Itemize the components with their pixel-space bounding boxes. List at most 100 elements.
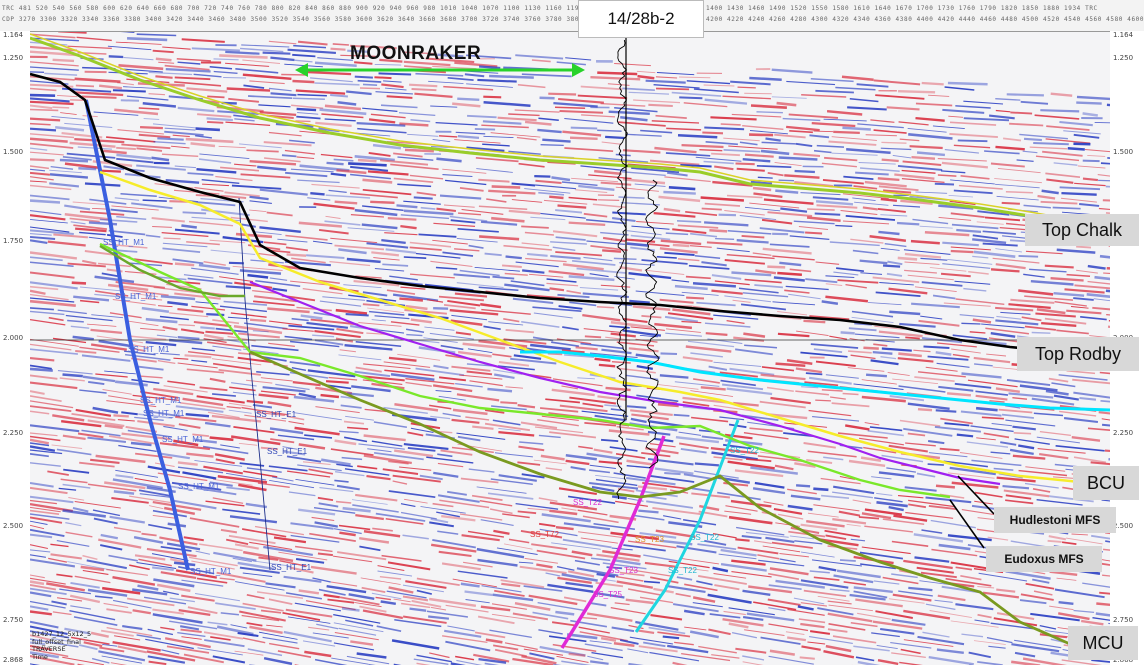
- seismic-reflector: [761, 141, 796, 145]
- seismic-reflector: [249, 541, 293, 551]
- seismic-reflector: [904, 252, 942, 259]
- seismic-reflector: [351, 385, 391, 393]
- seismic-reflector: [995, 145, 1025, 151]
- seismic-reflector: [749, 427, 783, 433]
- seismic-reflector: [1037, 194, 1056, 200]
- seismic-reflector: [30, 104, 53, 110]
- seismic-reflector: [264, 157, 301, 163]
- seismic-reflector: [950, 249, 974, 254]
- seismic-reflector: [199, 543, 243, 552]
- seismic-reflector: [812, 416, 860, 422]
- seismic-reflector: [1039, 453, 1069, 460]
- seismic-reflector: [94, 275, 135, 284]
- seismic-reflector: [162, 247, 201, 253]
- seismic-reflector: [374, 76, 392, 80]
- seismic-reflector: [263, 656, 293, 665]
- seismic-reflector: [62, 509, 106, 518]
- seismic-reflector: [698, 645, 737, 654]
- seismic-reflector: [259, 226, 301, 233]
- seismic-reflector: [891, 618, 926, 626]
- seismic-reflector: [579, 287, 619, 291]
- seismic-reflector: [859, 551, 904, 560]
- seismic-reflector: [974, 363, 993, 367]
- seismic-reflector: [549, 195, 564, 200]
- seismic-reflector: [687, 340, 735, 348]
- seismic-reflector: [159, 442, 211, 451]
- seismic-reflector: [1044, 264, 1074, 269]
- seismic-reflector: [416, 577, 460, 586]
- seismic-reflector: [518, 445, 545, 452]
- seismic-reflector: [480, 605, 511, 612]
- seismic-reflector: [30, 438, 50, 445]
- seismic-reflector: [442, 412, 461, 418]
- seismic-reflector: [767, 265, 786, 269]
- seismic-reflector: [788, 293, 821, 300]
- seismic-reflector: [519, 565, 567, 574]
- seismic-reflector: [995, 109, 1011, 113]
- seismic-reflector: [720, 379, 756, 387]
- seismic-reflector: [995, 98, 1021, 101]
- moonraker-arrowhead-right: [572, 63, 585, 77]
- seismic-reflector: [679, 96, 703, 100]
- seismic-reflector: [963, 287, 987, 292]
- seismic-reflector: [920, 257, 948, 261]
- seismic-reflector: [877, 659, 899, 665]
- seismic-reflector: [195, 487, 237, 496]
- seismic-reflector: [181, 636, 202, 640]
- seismic-reflector: [508, 150, 541, 155]
- seismic-reflector: [772, 255, 815, 261]
- seismic-reflector: [152, 509, 187, 518]
- seismic-reflector: [609, 446, 638, 452]
- seismic-reflector: [955, 105, 991, 109]
- seismic-reflector: [405, 328, 425, 334]
- seismic-reflector: [30, 158, 55, 162]
- seismic-reflector: [960, 174, 990, 180]
- seismic-reflector: [492, 419, 521, 426]
- seismic-reflector: [982, 242, 1018, 247]
- seismic-reflector: [720, 562, 767, 572]
- seismic-reflector: [487, 387, 513, 393]
- seismic-reflector: [403, 256, 427, 259]
- seismic-reflector: [70, 221, 86, 225]
- horizon-top-chalk-shadow: [30, 33, 1110, 227]
- seismic-reflector: [249, 318, 267, 323]
- seismic-reflector: [588, 174, 632, 180]
- seismic-reflector: [362, 107, 398, 112]
- seismic-reflector: [947, 472, 995, 479]
- seismic-reflector: [700, 386, 726, 391]
- seismic-reflector: [357, 158, 377, 163]
- seismic-reflector: [561, 181, 598, 186]
- seismic-reflector: [677, 224, 719, 229]
- seismic-reflector: [667, 312, 714, 320]
- seismic-reflector: [538, 522, 556, 528]
- seismic-reflector: [860, 456, 882, 462]
- seismic-reflector: [811, 121, 856, 128]
- seismic-reflector: [367, 307, 405, 314]
- seismic-reflector: [305, 600, 356, 611]
- seismic-reflector: [363, 434, 406, 442]
- seismic-reflector: [952, 334, 988, 340]
- seismic-reflector: [549, 501, 598, 511]
- seismic-reflector: [564, 354, 595, 358]
- seismic-reflector: [112, 641, 161, 652]
- seismic-reflector: [30, 33, 76, 39]
- seismic-reflector: [732, 299, 751, 303]
- seismic-reflector: [462, 342, 506, 350]
- seismic-reflector: [479, 235, 520, 241]
- seismic-reflector: [447, 76, 474, 81]
- seismic-reflector: [711, 654, 740, 659]
- seismic-reflector: [986, 353, 1007, 357]
- seismic-reflector: [578, 531, 624, 539]
- seismic-reflector: [183, 653, 224, 664]
- seismic-reflector: [373, 421, 408, 428]
- seismic-reflector: [800, 551, 835, 558]
- seismic-reflector: [79, 286, 122, 292]
- seismic-reflector: [355, 513, 384, 521]
- seismic-reflector: [786, 80, 836, 86]
- seismic-reflector: [453, 273, 490, 279]
- seismic-reflector: [850, 354, 876, 360]
- seismic-reflector: [325, 380, 349, 384]
- seismic-reflector: [731, 271, 772, 277]
- seismic-reflector: [308, 626, 330, 631]
- seismic-reflector: [1035, 312, 1076, 318]
